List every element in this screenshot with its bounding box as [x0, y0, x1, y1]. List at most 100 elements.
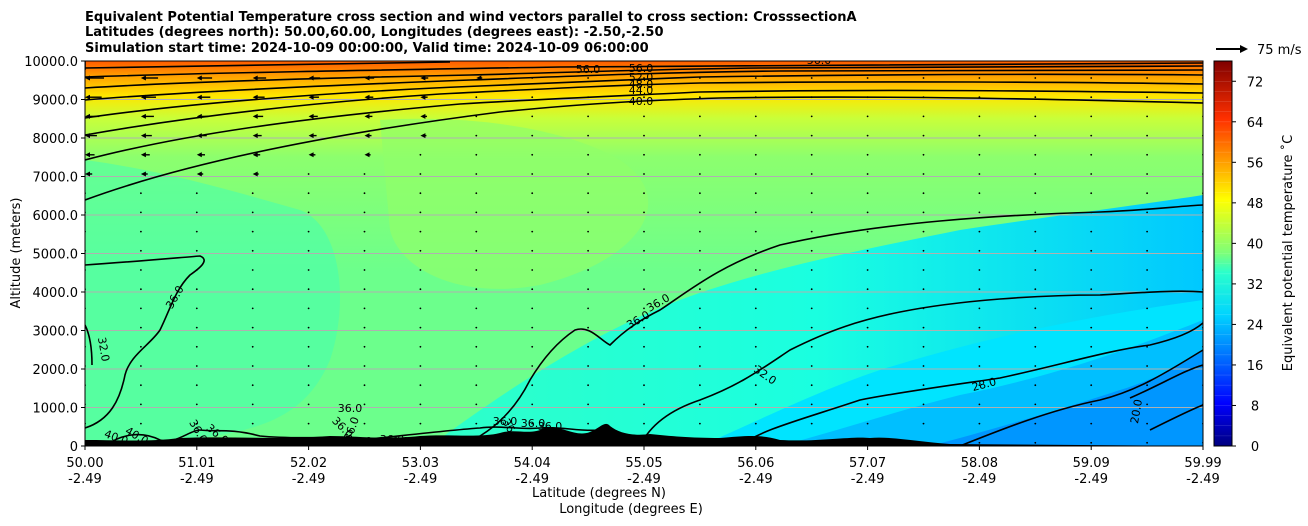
wind-vector-dot: [1146, 441, 1148, 444]
colorbar-tick-label: 56: [1247, 156, 1264, 171]
wind-vector-dot: [587, 326, 589, 329]
wind-vector-dot: [643, 288, 645, 291]
wind-vector-dot: [531, 345, 534, 348]
wind-vector-dot: [922, 326, 925, 329]
wind-vector-head: [196, 133, 202, 139]
wind-vector-dot: [307, 307, 310, 310]
wind-vector-dot: [195, 422, 198, 425]
wind-vector-dot: [922, 441, 925, 444]
wind-vector-dot: [419, 269, 422, 271]
x-tick-label-lon: -2.49: [180, 472, 214, 487]
wind-vector-dot: [307, 345, 310, 348]
wind-vector-dot: [699, 384, 701, 387]
y-tick-label: 6000.0: [33, 209, 79, 224]
wind-vector-dot: [978, 384, 981, 387]
wind-vector-dot: [1090, 249, 1093, 252]
wind-vector-dot: [922, 153, 925, 156]
wind-vector-dot: [531, 288, 534, 291]
wind-vector-dot: [699, 211, 701, 214]
y-tick-label: 4000.0: [33, 286, 79, 301]
wind-vector-head: [252, 113, 258, 119]
wind-vector-dot: [978, 115, 981, 118]
wind-vector-dot: [1034, 345, 1037, 348]
wind-vector-dot: [1090, 134, 1093, 137]
wind-vector-dot: [866, 422, 869, 425]
wind-vector-dot: [531, 269, 534, 271]
wind-vector-dot: [866, 173, 869, 175]
colorbar-tick-label: 40: [1247, 237, 1264, 252]
wind-vector-dot: [754, 307, 757, 310]
wind-vector-dot: [922, 249, 925, 252]
contour-label: 48.0: [629, 78, 654, 91]
colorbar-tick-label: 32: [1247, 278, 1264, 293]
colorbar-bands: [1214, 70, 1232, 437]
wind-vector-dot: [978, 422, 981, 425]
wind-vector-head: [140, 133, 146, 139]
wind-vector-head: [85, 171, 90, 177]
wind-vector-dot: [754, 403, 757, 406]
wind-vector-dot: [810, 115, 813, 118]
wind-vector-dot: [643, 115, 645, 118]
wind-vector-dot: [643, 192, 645, 195]
wind-vector-dot: [1146, 211, 1148, 214]
wind-vector-dot: [140, 192, 142, 195]
wind-vector-dot: [140, 365, 142, 367]
wind-vector-dot: [251, 288, 254, 291]
y-tick-label: 7000.0: [33, 171, 79, 186]
wind-vector-dot: [754, 153, 757, 156]
wind-vector-head: [308, 152, 314, 158]
wind-vector-dot: [419, 249, 422, 252]
wind-vector-head: [420, 133, 426, 139]
wind-vector-dot: [531, 403, 534, 406]
wind-vector-dot: [363, 307, 366, 310]
contour-label: 36.0: [493, 415, 518, 428]
wind-vector-head: [196, 75, 202, 81]
wind-vector-dot: [643, 403, 645, 406]
wind-vector-dot: [419, 173, 422, 175]
wind-vector-dot: [307, 211, 310, 214]
wind-vector-dot: [754, 230, 757, 233]
wind-vector-dot: [587, 422, 589, 425]
wind-vector-dot: [140, 249, 142, 252]
wind-vector-dot: [810, 192, 813, 195]
wind-vector-dot: [587, 384, 589, 387]
wind-vector-dot: [1146, 384, 1148, 387]
wind-vector-dot: [643, 365, 645, 367]
y-tick-label: 2000.0: [33, 363, 79, 378]
wind-vector-dot: [643, 326, 645, 329]
quiver-key: 75 m/s: [1216, 43, 1302, 58]
wind-vector-dot: [531, 173, 534, 175]
wind-vector-head: [252, 152, 258, 158]
wind-vector-dot: [475, 403, 478, 406]
contour-label: 36.0: [338, 402, 363, 415]
wind-vector-dot: [195, 288, 198, 291]
wind-vector-dot: [1034, 403, 1037, 406]
wind-vector-dot: [699, 115, 701, 118]
wind-vector-dot: [754, 192, 757, 195]
wind-vector-dot: [531, 326, 534, 329]
wind-vector-dot: [587, 345, 589, 348]
wind-vector-dot: [978, 345, 981, 348]
wind-vector-dot: [643, 173, 645, 175]
wind-vector-dot: [866, 192, 869, 195]
wind-vector-dot: [587, 192, 589, 195]
wind-vector-dot: [922, 365, 925, 367]
wind-vector-dot: [475, 365, 478, 367]
x-tick-label-lon: -2.49: [1074, 472, 1108, 487]
wind-vector-dot: [195, 269, 198, 271]
colorbar-tick-label: 24: [1247, 318, 1264, 333]
contour-label: 44.0: [629, 84, 654, 97]
wind-vector-dot: [419, 288, 422, 291]
x-tick-label-lat: 51.01: [178, 456, 215, 471]
contour-label: 56.0: [629, 62, 654, 75]
wind-vector-dot: [587, 230, 589, 233]
wind-vector-head: [196, 113, 202, 119]
wind-vector-dot: [531, 365, 534, 367]
wind-vector-dot: [1034, 115, 1037, 118]
contour-line: [85, 61, 451, 69]
contour-line: [85, 89, 1203, 161]
wind-vector-dot: [475, 384, 478, 387]
wind-vector-dot: [699, 441, 701, 444]
wind-vector-dot: [475, 134, 478, 137]
